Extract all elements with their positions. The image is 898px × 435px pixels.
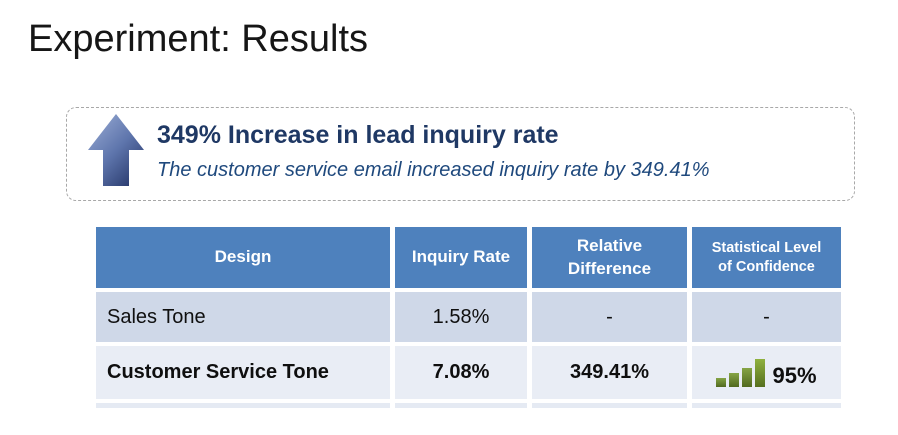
table-bottom-edge — [692, 403, 841, 408]
callout-text: 349% Increase in lead inquiry rate The c… — [157, 120, 837, 182]
table-bottom-edge — [395, 403, 527, 408]
bar-chart-icon — [716, 358, 766, 387]
cell-design-customer-service-tone: Customer Service Tone — [96, 346, 390, 399]
bar-chart-icon-bar — [716, 377, 727, 387]
table-bottom-edge — [532, 403, 687, 408]
header-cell-relative-difference: Relative Difference — [532, 227, 687, 288]
confidence-value-group: 95% — [716, 358, 817, 388]
bar-chart-icon-bar — [742, 367, 753, 387]
bar-chart-icon-bar — [755, 358, 766, 387]
cell-relative-difference-customer-service-tone: 349.41% — [532, 346, 687, 399]
cell-confidence-sales-tone: - — [692, 292, 841, 342]
header-cell-design: Design — [96, 227, 390, 288]
up-arrow-icon — [88, 114, 144, 186]
callout-subtext: The customer service email increased inq… — [157, 159, 710, 182]
slide-title: Experiment: Results — [28, 18, 369, 60]
confidence-value: 95% — [772, 362, 817, 388]
cell-inquiry-rate-sales-tone: 1.58% — [395, 292, 527, 342]
callout-headline: 349% Increase in lead inquiry rate — [157, 121, 559, 149]
cell-design-sales-tone: Sales Tone — [96, 292, 390, 342]
cell-relative-difference-sales-tone: - — [532, 292, 687, 342]
table-bottom-edge — [96, 403, 390, 408]
header-cell-statistical-confidence: Statistical Level of Confidence — [692, 227, 841, 288]
results-table: Design Inquiry Rate Relative Difference … — [96, 227, 841, 408]
bar-chart-icon-bar — [729, 372, 740, 387]
cell-confidence-customer-service-tone: 95% — [692, 346, 841, 399]
cell-inquiry-rate-customer-service-tone: 7.08% — [395, 346, 527, 399]
header-cell-inquiry-rate: Inquiry Rate — [395, 227, 527, 288]
highlight-callout: 349% Increase in lead inquiry rate The c… — [66, 107, 855, 201]
